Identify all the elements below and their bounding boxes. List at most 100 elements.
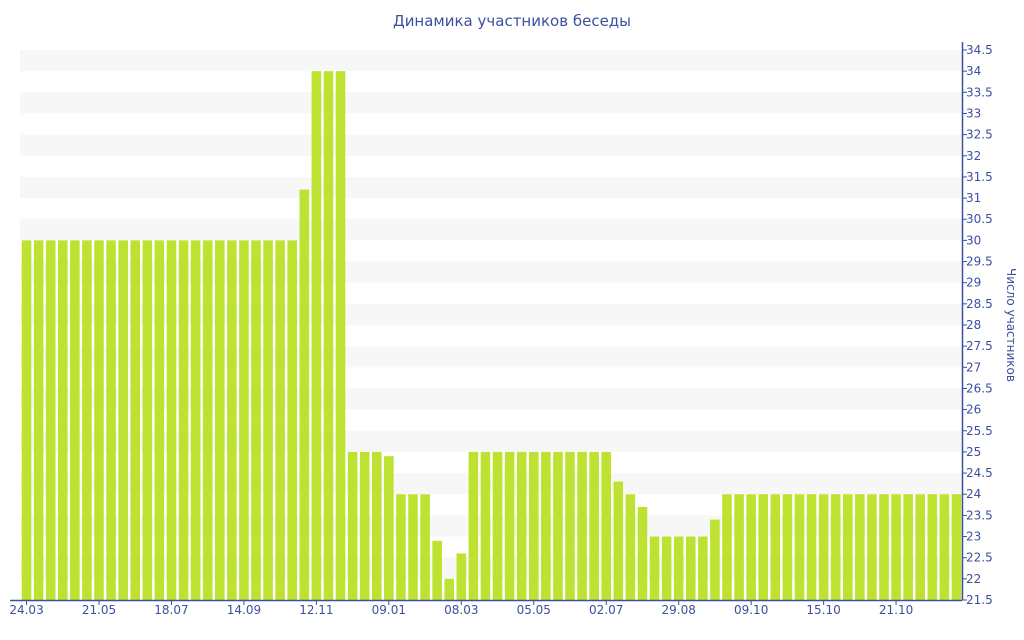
bar [722, 494, 732, 600]
bar [299, 189, 310, 600]
y-tick-label: 23.5 [966, 508, 993, 522]
bar [45, 240, 56, 600]
bar [951, 494, 962, 600]
grid-band [20, 176, 962, 199]
grid-band [20, 50, 962, 72]
bar [347, 451, 358, 600]
bar [589, 451, 599, 600]
bar [33, 240, 44, 600]
y-tick-label: 33.5 [966, 85, 993, 99]
y-tick-label: 30.5 [966, 212, 993, 226]
y-tick-label: 29.5 [966, 255, 993, 269]
x-tick-label: 21.05 [82, 603, 116, 617]
bar [504, 451, 515, 600]
grid-band [20, 219, 962, 241]
bar [528, 451, 539, 600]
y-tick-label: 34 [966, 64, 981, 78]
x-tick-label: 09.01 [372, 603, 406, 617]
bar [734, 494, 744, 600]
y-tick-label: 27 [966, 360, 981, 374]
bar [154, 240, 165, 600]
bar [794, 494, 805, 600]
y-tick-label: 24.5 [966, 466, 993, 480]
x-tick-label: 05.05 [517, 603, 551, 617]
bar [601, 451, 612, 600]
bar [456, 553, 467, 600]
bar [915, 494, 926, 600]
x-tick-label: 24.03 [9, 603, 43, 617]
bar [227, 240, 237, 600]
chart-title: Динамика участников беседы [392, 12, 632, 30]
bar [565, 451, 575, 600]
bar [480, 451, 491, 600]
y-tick-label: 29 [966, 276, 981, 290]
y-tick-label: 26 [966, 403, 981, 417]
bar [842, 494, 853, 600]
x-tick-label: 29.08 [662, 603, 696, 617]
bar [335, 71, 346, 600]
bar [516, 451, 527, 600]
bar [903, 494, 913, 600]
y-tick-label: 28.5 [966, 297, 993, 311]
y-tick-label: 27.5 [966, 339, 993, 353]
bar [758, 494, 769, 600]
x-tick-label: 21.10 [879, 603, 913, 617]
bar [82, 240, 92, 600]
y-tick-label: 30 [966, 233, 981, 247]
bar [420, 494, 430, 600]
bar [384, 456, 394, 600]
y-tick-label: 25 [966, 445, 981, 459]
bar [166, 240, 177, 600]
x-tick-label: 08.03 [444, 603, 478, 617]
bar [891, 494, 901, 600]
bar [432, 540, 442, 600]
bar [879, 494, 889, 600]
bar [613, 481, 624, 600]
x-tick-label: 18.07 [154, 603, 188, 617]
bar [214, 240, 225, 600]
y-tick-label: 21.5 [966, 593, 993, 607]
x-tick-label: 12.11 [299, 603, 333, 617]
bar [287, 240, 298, 600]
y-tick-label: 33 [966, 106, 981, 120]
y-tick-label: 32.5 [966, 128, 993, 142]
bar [939, 494, 950, 600]
bar [190, 240, 201, 600]
y-tick-label: 24 [966, 487, 981, 501]
bar [251, 240, 261, 600]
y-tick-label: 22 [966, 572, 981, 586]
bar [927, 494, 938, 600]
bar [444, 578, 455, 600]
bar [359, 451, 370, 600]
y-tick-label: 34.5 [966, 43, 993, 57]
bar [468, 451, 479, 600]
bar [698, 536, 708, 600]
bar [541, 451, 551, 600]
bar [106, 240, 116, 600]
bar [371, 451, 382, 600]
bar [649, 536, 660, 600]
bar [275, 240, 285, 600]
bar [782, 494, 793, 600]
bar [661, 536, 672, 600]
grid-band [20, 134, 962, 156]
bar [577, 451, 587, 600]
bar [855, 494, 865, 600]
bar [830, 494, 841, 600]
y-tick-label: 32 [966, 149, 981, 163]
bar [202, 240, 213, 600]
bar [142, 240, 153, 600]
y-tick-label: 22.5 [966, 551, 993, 565]
bar [70, 240, 80, 600]
y-tick-label: 31 [966, 191, 981, 205]
x-tick-label: 15.10 [806, 603, 840, 617]
bar [178, 240, 189, 600]
bar [685, 536, 696, 600]
x-tick-label: 09.10 [734, 603, 768, 617]
x-tick-label: 02.07 [589, 603, 623, 617]
x-tick-label: 14.09 [227, 603, 261, 617]
bar [806, 494, 817, 600]
y-tick-label: 31.5 [966, 170, 993, 184]
bar [311, 71, 322, 600]
y-tick-label: 25.5 [966, 424, 993, 438]
